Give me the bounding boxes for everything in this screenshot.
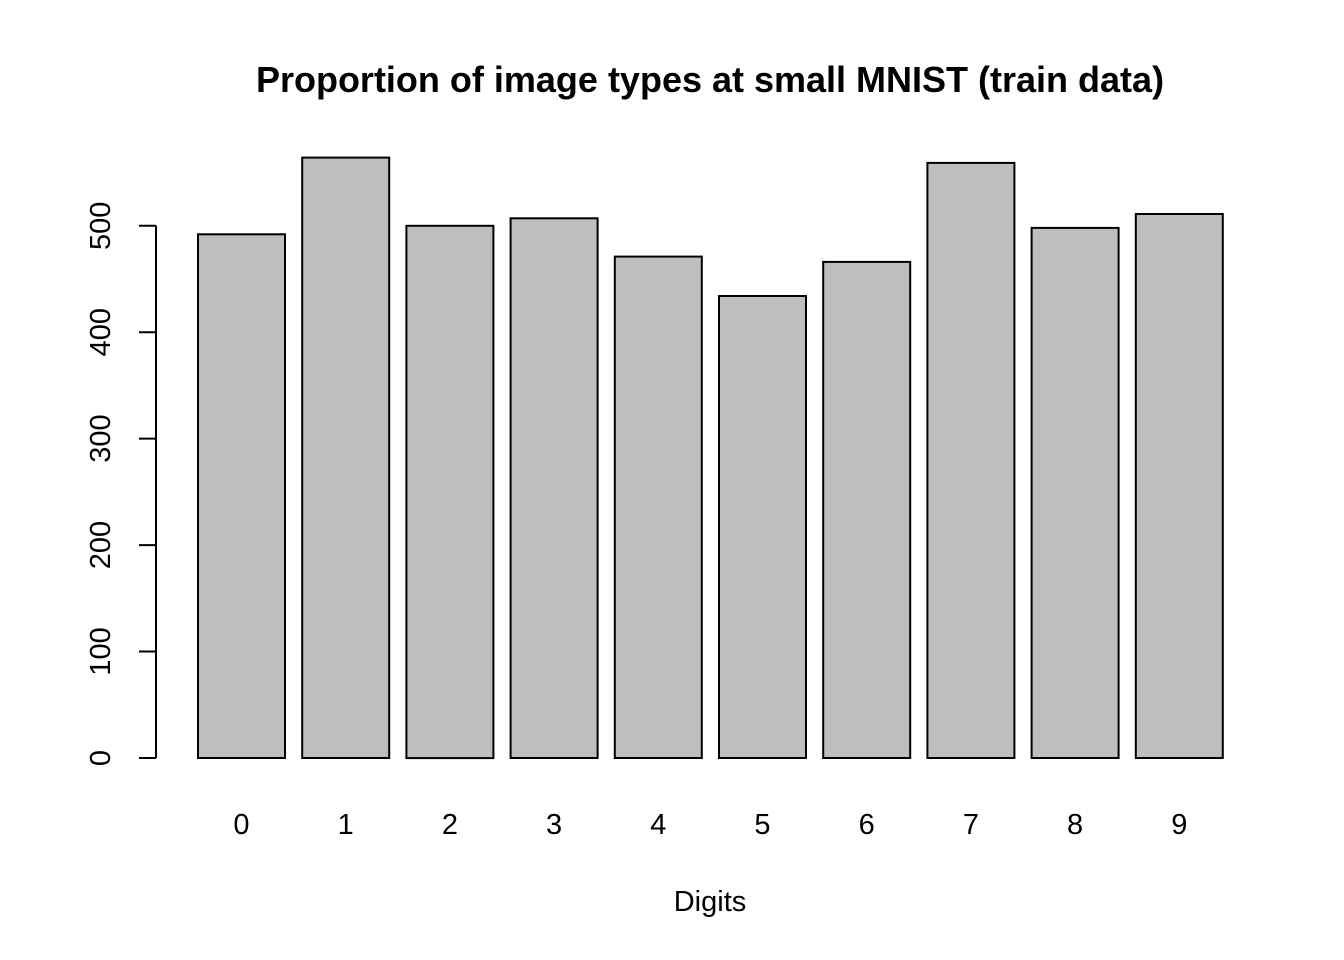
y-tick-label-0: 0 [85,750,117,766]
x-tick-labels: 0 1 2 3 4 5 6 7 8 9 [233,809,1187,841]
y-tick-label-400: 400 [85,308,117,356]
chart-title: Proportion of image types at small MNIST… [256,59,1164,100]
x-tick-label-2: 2 [442,809,458,841]
y-axis: 0 100 200 300 400 500 [85,202,157,766]
x-tick-label-9: 9 [1171,809,1187,841]
y-tick-label-200: 200 [85,521,117,569]
bar-3 [509,217,599,760]
bar-2 [405,224,495,760]
x-tick-label-5: 5 [754,809,770,841]
bar-4 [613,255,703,759]
x-tick-label-0: 0 [233,809,249,841]
y-tick-label-100: 100 [85,627,117,675]
x-tick-label-1: 1 [338,809,354,841]
y-tick-label-300: 300 [85,414,117,462]
bar-7 [926,161,1016,759]
x-tick-label-8: 8 [1067,809,1083,841]
bar-0 [197,233,286,760]
bar-5 [718,295,807,759]
bar-6 [822,260,912,759]
bars-group [197,156,1224,760]
bar-8 [1030,226,1120,759]
x-tick-label-6: 6 [859,809,875,841]
x-tick-label-7: 7 [963,809,979,841]
bar-9 [1134,213,1224,759]
bar-1 [301,156,391,760]
x-axis-label: Digits [674,886,747,918]
x-tick-label-3: 3 [546,809,562,841]
y-tick-label-500: 500 [85,202,117,250]
x-tick-label-4: 4 [650,809,666,841]
